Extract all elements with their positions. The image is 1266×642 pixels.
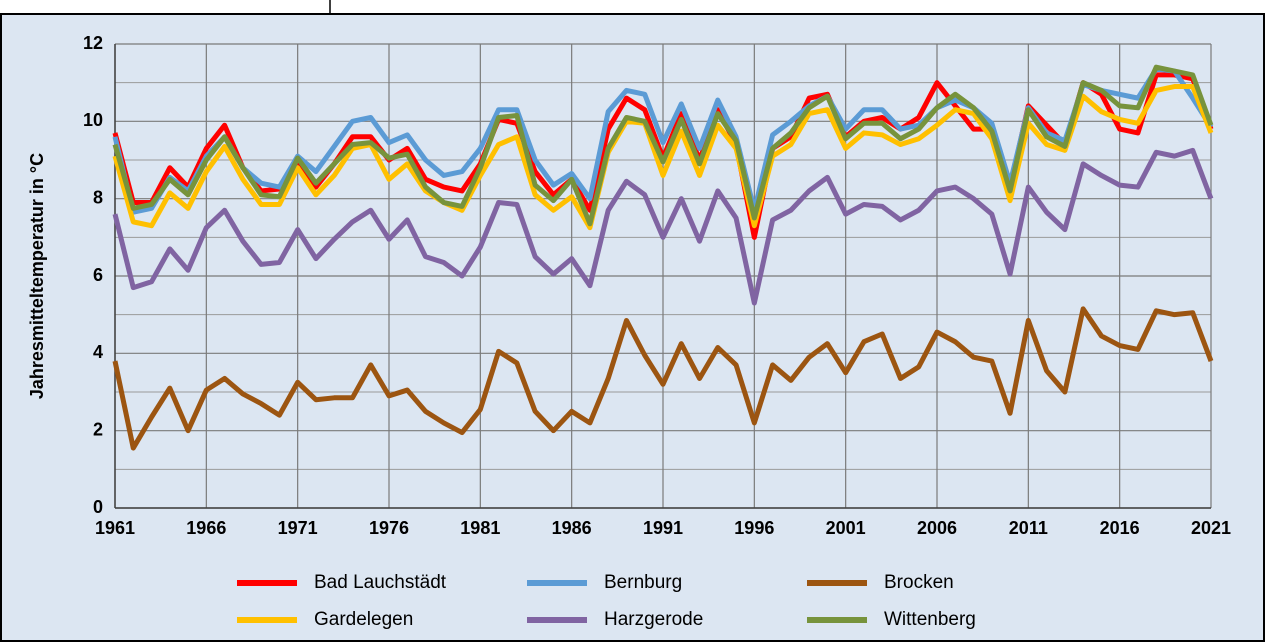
legend-label: Gardelegen bbox=[314, 609, 413, 630]
legend-label: Bad Lauchstädt bbox=[314, 572, 447, 593]
y-tick-label: 8 bbox=[93, 187, 103, 207]
series-line bbox=[112, 64, 1214, 227]
y-tick-label: 2 bbox=[93, 419, 103, 439]
x-tick-label: 1991 bbox=[643, 518, 683, 538]
x-tick-label: 1976 bbox=[369, 518, 409, 538]
x-tick-label: 1981 bbox=[460, 518, 500, 538]
x-tick-label: 2016 bbox=[1100, 518, 1140, 538]
x-tick-label: 2011 bbox=[1009, 518, 1048, 538]
series-line bbox=[112, 306, 1214, 451]
x-tick-label: 1966 bbox=[186, 518, 226, 538]
y-axis-label: Jahresmitteltemperatur in °C bbox=[27, 153, 47, 399]
series-line bbox=[112, 147, 1214, 306]
x-tick-label: 2001 bbox=[826, 518, 866, 538]
x-tick-label: 1961 bbox=[95, 518, 135, 538]
legend-label: Brocken bbox=[884, 572, 954, 593]
legend-label: Bernburg bbox=[604, 572, 682, 593]
x-tick-label: 1971 bbox=[278, 518, 318, 538]
x-tick-label: 1986 bbox=[552, 518, 592, 538]
legend-label: Harzgerode bbox=[604, 609, 703, 630]
x-tick-label: 2021 bbox=[1191, 518, 1231, 538]
y-tick-label: 6 bbox=[93, 265, 103, 285]
y-tick-label: 0 bbox=[93, 497, 103, 517]
series-line bbox=[112, 84, 1214, 231]
y-tick-label: 12 bbox=[83, 33, 103, 53]
y-tick-label: 10 bbox=[83, 110, 103, 130]
x-tick-label: 1996 bbox=[734, 518, 774, 538]
x-tick-label: 2006 bbox=[917, 518, 957, 538]
legend-label: Wittenberg bbox=[884, 609, 976, 630]
y-tick-label: 4 bbox=[93, 342, 103, 362]
